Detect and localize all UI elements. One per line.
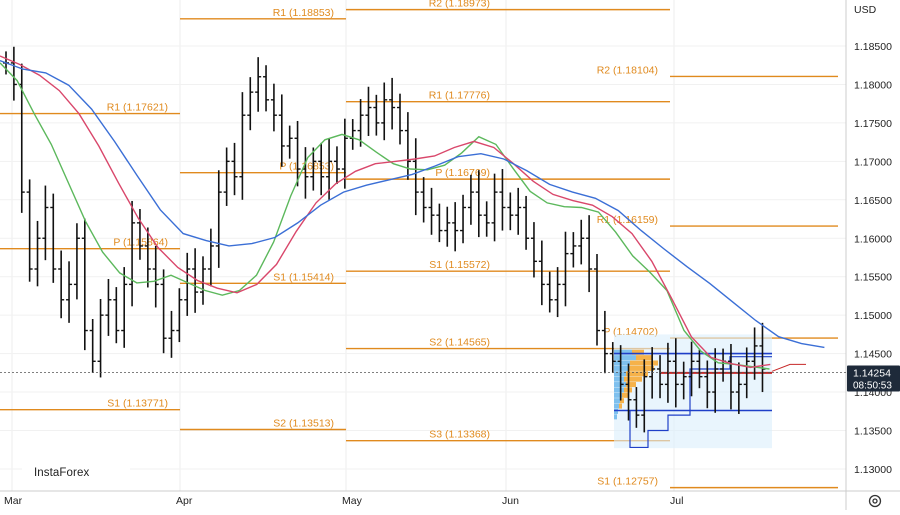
pivot-label: S2 (1.14565) xyxy=(429,337,490,349)
pivot-label: R2 (1.18104) xyxy=(597,64,658,76)
y-tick-label: 1.16000 xyxy=(854,233,892,245)
x-tick-label: Apr xyxy=(176,495,193,507)
y-tick-label: 1.14500 xyxy=(854,349,892,361)
pivot-label: S1 (1.15414) xyxy=(273,271,334,283)
ma-line-ema_fast xyxy=(0,62,770,370)
profile-bar xyxy=(614,392,622,398)
price-tag-countdown: 08:50:53 xyxy=(853,381,892,392)
pivot-label: S1 (1.13771) xyxy=(107,398,168,410)
y-tick-label: 1.13500 xyxy=(854,426,892,438)
profile-bar-hot xyxy=(626,371,648,377)
x-tick-label: May xyxy=(342,495,363,507)
y-axis-panel xyxy=(846,0,900,510)
pivot-label: R1 (1.17621) xyxy=(107,102,168,114)
profile-bar-hot xyxy=(628,365,654,371)
brand-name: InstaForex xyxy=(34,467,90,479)
pivot-levels: R1 (1.18853) R2 (1.18973) R2 (1.18104) R1 (… xyxy=(0,0,838,489)
profile-bar-hot xyxy=(620,398,624,404)
ma-line-ema_mid xyxy=(0,55,771,369)
settings-gear-icon[interactable] xyxy=(867,493,883,509)
profile-bar-hot xyxy=(626,382,636,388)
y-tick-label: 1.13000 xyxy=(854,464,892,476)
y-tick-label: 1.15000 xyxy=(854,310,892,322)
y-tick-label: 1.16500 xyxy=(854,195,892,207)
profile-bar-hot xyxy=(636,355,652,361)
y-tick-label: 1.18500 xyxy=(854,41,892,53)
pivot-label: S1 (1.12757) xyxy=(597,476,658,488)
profile-bar xyxy=(614,403,619,409)
pivot-label: R2 (1.18973) xyxy=(429,0,490,10)
y-tick-label: 1.15500 xyxy=(854,272,892,284)
range-path xyxy=(629,356,772,449)
moving-averages xyxy=(0,55,825,370)
pivot-label: S1 (1.15572) xyxy=(429,259,490,271)
pivot-label: R1 (1.17776) xyxy=(429,90,490,102)
y-tick-label: 1.18000 xyxy=(854,79,892,91)
y-tick-label: 1.17000 xyxy=(854,156,892,168)
x-tick-label: Jul xyxy=(670,495,683,507)
brand-logo: InstaForex xyxy=(22,462,130,486)
profile-bar-hot xyxy=(632,349,644,355)
volume-profile xyxy=(614,334,806,449)
currency-label[interactable]: USD xyxy=(854,4,877,16)
pivot-label: S2 (1.13513) xyxy=(273,418,334,430)
profile-bar xyxy=(614,355,636,361)
profile-bar-hot xyxy=(622,392,628,398)
profile-bar xyxy=(614,349,632,355)
price-bars xyxy=(3,46,766,433)
y-tick-label: 1.17500 xyxy=(854,118,892,130)
profile-bar xyxy=(614,398,620,404)
pivot-label: R1 (1.18853) xyxy=(273,7,334,19)
price-tag xyxy=(847,365,900,392)
profile-bar-hot xyxy=(624,376,642,382)
profile-bar xyxy=(614,408,618,414)
profile-bar-hot xyxy=(619,403,622,409)
pivot-label: P (1.16769) xyxy=(435,167,490,179)
ma-line-ema_slow xyxy=(0,59,825,349)
profile-bar xyxy=(614,414,617,420)
pivot-label: P (1.16853) xyxy=(279,161,334,173)
profile-bar xyxy=(614,376,624,382)
poc-extension xyxy=(771,363,806,372)
price-tag-value: 1.14254 xyxy=(853,368,891,380)
profile-bar xyxy=(614,387,624,393)
x-tick-label: Jun xyxy=(502,495,519,507)
x-tick-label: Mar xyxy=(4,495,23,507)
pivot-label: S3 (1.13368) xyxy=(429,429,490,441)
profile-bar xyxy=(614,360,630,366)
